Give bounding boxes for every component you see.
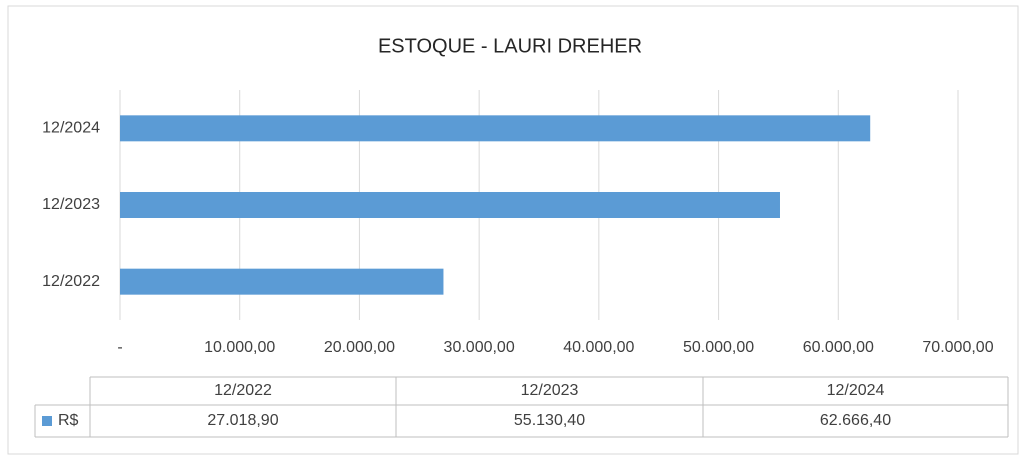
table-header: 12/2022 [214, 382, 272, 399]
x-tick-label: 30.000,00 [444, 339, 515, 356]
x-tick-label: 10.000,00 [204, 339, 275, 356]
x-tick-label: - [117, 339, 122, 356]
x-tick-label: 20.000,00 [324, 339, 395, 356]
table-header: 12/2023 [521, 382, 579, 399]
legend-swatch [42, 416, 52, 426]
y-tick-label: 12/2022 [42, 273, 100, 290]
table-value: 62.666,40 [820, 412, 891, 429]
x-tick-label: 60.000,00 [803, 339, 874, 356]
x-tick-label: 70.000,00 [922, 339, 993, 356]
bar [120, 115, 871, 142]
chart-frame [7, 5, 1019, 455]
table-header: 12/2024 [827, 382, 885, 399]
bar [120, 268, 444, 295]
y-tick-label: 12/2023 [42, 196, 100, 213]
chart-title: ESTOQUE - LAURI DREHER [378, 35, 642, 57]
y-tick-label: 12/2024 [42, 120, 100, 137]
x-tick-label: 40.000,00 [563, 339, 634, 356]
table-value: 27.018,90 [207, 412, 278, 429]
bar [120, 192, 780, 218]
x-tick-label: 50.000,00 [683, 339, 754, 356]
legend-label: R$ [58, 412, 79, 429]
table-value: 55.130,40 [514, 412, 585, 429]
